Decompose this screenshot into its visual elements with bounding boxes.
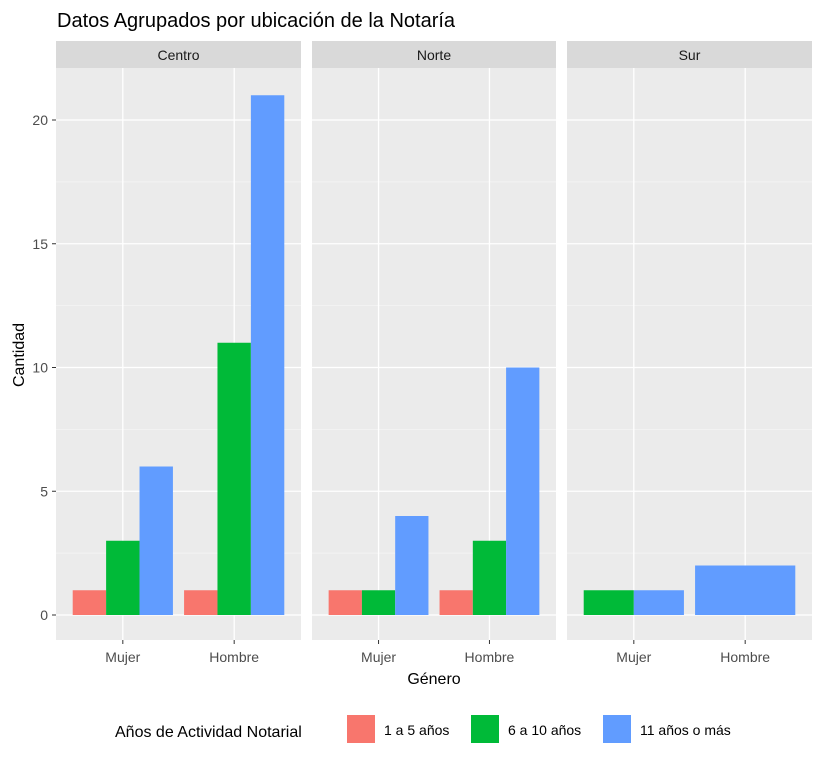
bar-centro-hombre-2 <box>217 342 251 615</box>
x-tick-label: Hombre <box>720 649 770 665</box>
legend-title: Años de Actividad Notarial <box>115 724 302 741</box>
legend-key-3 <box>603 715 631 743</box>
facet-centro: Centro Mujer Hombre <box>56 41 301 665</box>
bar-centro-mujer-2 <box>106 540 140 615</box>
facet-norte: Norte Mujer Hombre <box>312 41 556 665</box>
facet-label-norte: Norte <box>417 47 451 63</box>
bar-centro-mujer-3 <box>139 466 173 615</box>
x-tick-label: Mujer <box>616 649 651 665</box>
bar-norte-mujer-2 <box>361 590 396 615</box>
y-axis-title: Cantidad <box>11 323 28 387</box>
bar-sur-hombre-3 <box>695 565 796 615</box>
facet-panels: Centro Mujer Hombre Norte Mujer Hombre Sur Muje… <box>56 41 812 665</box>
facet-sur: Sur Mujer Hombre <box>567 41 812 665</box>
bar-norte-hombre-3 <box>506 367 540 615</box>
bar-norte-hombre-2 <box>472 540 507 615</box>
x-axis-title: Género <box>407 671 460 688</box>
bar-centro-hombre-1 <box>184 590 218 615</box>
y-tick-label: 20 <box>32 112 48 128</box>
facet-strip-centro <box>56 41 301 68</box>
y-tick-label: 5 <box>40 483 48 499</box>
x-tick-label: Mujer <box>361 649 396 665</box>
bar-centro-mujer-1 <box>72 590 107 615</box>
legend-key-2 <box>471 715 499 743</box>
facet-label-sur: Sur <box>679 47 701 63</box>
bar-norte-mujer-1 <box>328 590 362 615</box>
bar-norte-hombre-1 <box>439 590 473 615</box>
legend-label-1: 1 a 5 años <box>384 722 449 738</box>
facet-strip-norte <box>312 41 556 68</box>
facet-label-centro: Centro <box>157 47 199 63</box>
x-tick-label: Hombre <box>209 649 259 665</box>
y-axis: 0 5 10 15 20 <box>32 112 56 623</box>
facet-strip-sur <box>567 41 812 68</box>
legend-label-3: 11 años o más <box>640 722 731 738</box>
x-tick-label: Hombre <box>465 649 515 665</box>
bar-sur-mujer-3 <box>633 590 684 615</box>
y-tick-label: 0 <box>40 607 48 623</box>
bar-centro-hombre-3 <box>250 95 285 615</box>
bar-sur-mujer-2 <box>583 590 634 615</box>
bar-norte-mujer-3 <box>395 516 429 615</box>
legend-key-1 <box>347 715 375 743</box>
legend-label-2: 6 a 10 años <box>508 722 581 738</box>
panel-background-sur <box>567 68 812 640</box>
x-tick-label: Mujer <box>105 649 140 665</box>
legend: Años de Actividad Notarial 1 a 5 años 6 a… <box>115 715 731 743</box>
chart-title: Datos Agrupados por ubicación de la Nota… <box>57 10 456 32</box>
y-tick-label: 15 <box>32 236 48 252</box>
y-tick-label: 10 <box>32 360 48 376</box>
